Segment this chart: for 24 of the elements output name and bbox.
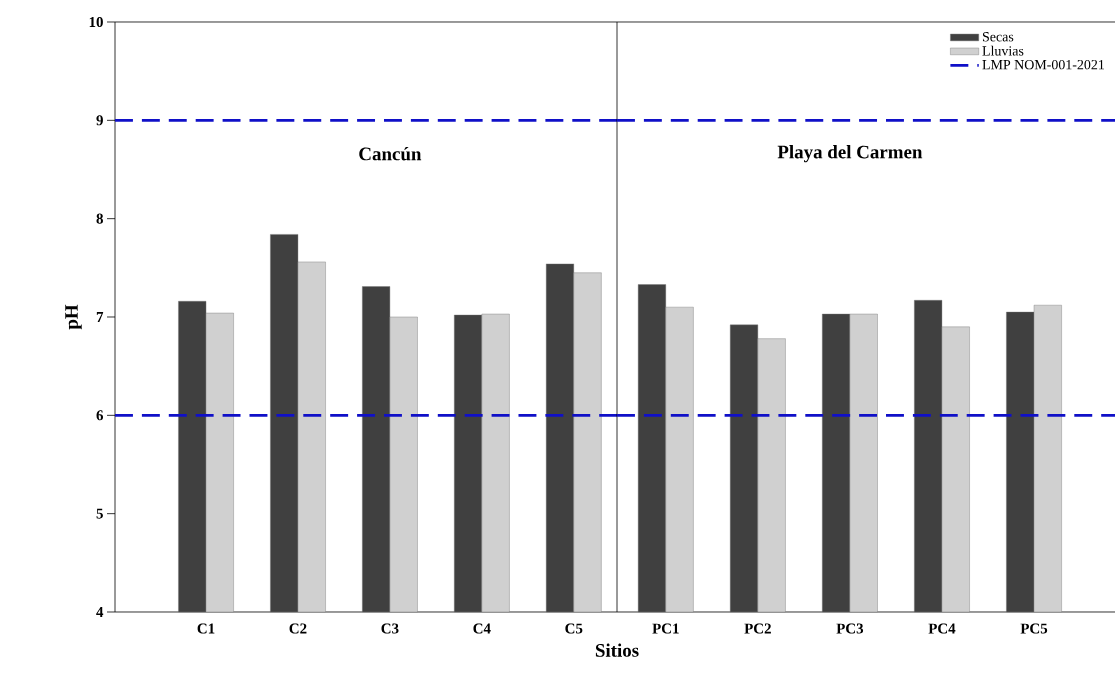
x-tick-label: PC5 xyxy=(1020,623,1048,634)
x-axis-title: Sitios xyxy=(595,643,639,657)
x-tick-label: C3 xyxy=(381,623,399,634)
text: Cancún xyxy=(359,147,422,161)
legend-label: Lluvias xyxy=(982,45,1024,56)
x-tick-label: PC4 xyxy=(928,623,956,634)
x-tick-label: PC2 xyxy=(744,623,771,634)
y-tick-label: 10 xyxy=(89,16,103,28)
y-tick-label: 4 xyxy=(96,607,104,617)
x-tick-label: PC1 xyxy=(652,623,679,634)
y-tick-label: 7 xyxy=(96,312,104,322)
y-tick-label: 8 xyxy=(96,213,103,224)
legend-label: Secas xyxy=(982,32,1014,42)
legend-label: LMP NOM-001-2021 xyxy=(982,59,1104,70)
x-tick-label: C5 xyxy=(565,623,583,634)
x-tick-label: C2 xyxy=(289,623,307,634)
y-tick-label: 5 xyxy=(96,508,103,519)
x-tick-label: C4 xyxy=(473,623,491,634)
y-tick-label: 9 xyxy=(96,115,103,126)
y-axis-title: pH xyxy=(65,304,82,330)
x-tick-label: PC3 xyxy=(836,623,864,634)
y-tick-label: 6 xyxy=(96,410,104,421)
x-tick-label: C1 xyxy=(197,623,215,634)
text: Playa del Carmen xyxy=(777,145,923,163)
